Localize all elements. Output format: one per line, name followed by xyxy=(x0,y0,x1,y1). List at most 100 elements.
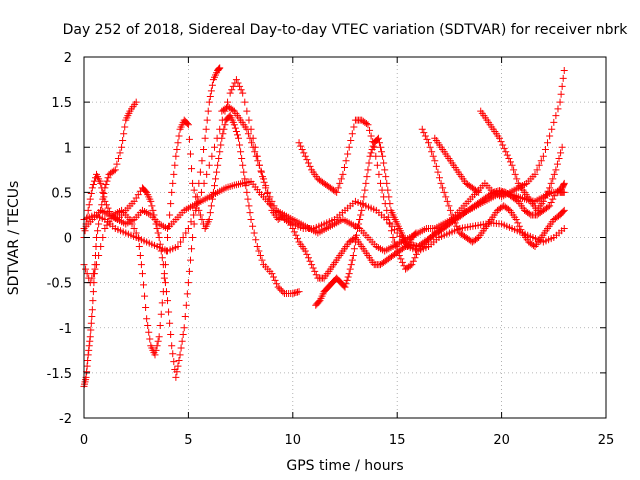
data-point xyxy=(337,175,345,183)
data-point xyxy=(300,149,308,157)
data-point xyxy=(206,92,214,100)
data-point xyxy=(276,285,284,293)
data-point xyxy=(432,162,440,170)
data-point xyxy=(369,142,377,150)
data-point xyxy=(506,158,514,166)
data-point xyxy=(161,261,169,269)
data-point xyxy=(442,193,450,201)
data-point xyxy=(301,152,309,160)
data-point xyxy=(174,243,182,251)
data-point xyxy=(87,190,95,198)
data-point xyxy=(232,76,240,84)
data-point xyxy=(95,220,103,228)
series-arc-10 xyxy=(431,134,483,196)
data-point xyxy=(257,167,265,175)
x-tick-label: 10 xyxy=(285,433,302,448)
data-point xyxy=(205,215,213,223)
data-point xyxy=(243,107,251,115)
data-point xyxy=(559,74,567,82)
data-point xyxy=(207,87,215,95)
data-point xyxy=(176,351,184,359)
data-point xyxy=(84,356,92,364)
data-point xyxy=(546,132,554,140)
y-tick-label: 1.5 xyxy=(51,96,72,111)
data-point xyxy=(398,258,406,266)
data-point xyxy=(218,116,226,124)
data-point xyxy=(550,170,558,178)
data-point xyxy=(334,184,342,192)
data-point xyxy=(171,161,179,169)
y-tick-label: 0 xyxy=(64,232,72,247)
data-point xyxy=(144,321,152,329)
data-point xyxy=(512,215,520,223)
data-point xyxy=(354,224,362,232)
data-point xyxy=(257,168,265,176)
data-point xyxy=(373,161,381,169)
data-point xyxy=(376,143,384,151)
data-point xyxy=(453,222,461,230)
tick-layer: 0 5 10 15 20 25 -2 -1.5 -1 -0.5 0 0.5 1 1.5 2 xyxy=(47,51,615,448)
data-point xyxy=(145,328,153,336)
data-point xyxy=(277,286,285,294)
data-point xyxy=(434,168,442,176)
data-point xyxy=(500,144,508,152)
data-point xyxy=(93,261,101,269)
data-point xyxy=(216,64,224,72)
data-point xyxy=(153,342,161,350)
data-point xyxy=(544,203,552,211)
data-point xyxy=(555,155,563,163)
data-point xyxy=(196,168,204,176)
data-point xyxy=(190,186,198,194)
data-point xyxy=(350,123,358,131)
data-point xyxy=(249,222,257,230)
data-points-layer xyxy=(80,64,568,390)
data-point xyxy=(89,297,97,305)
data-point xyxy=(228,86,236,94)
data-point xyxy=(560,224,568,232)
data-point xyxy=(389,234,397,241)
data-point xyxy=(201,134,209,142)
data-point xyxy=(88,306,96,314)
data-point xyxy=(158,299,166,307)
data-point xyxy=(259,173,267,181)
data-point xyxy=(265,195,273,203)
data-point xyxy=(203,170,211,178)
data-point xyxy=(226,89,234,97)
data-point xyxy=(244,130,252,138)
data-point xyxy=(248,139,256,147)
data-point xyxy=(428,148,436,156)
data-point xyxy=(200,179,208,187)
data-point xyxy=(217,141,225,149)
data-point xyxy=(241,98,249,106)
data-point xyxy=(451,219,459,227)
data-point xyxy=(246,134,254,142)
data-point xyxy=(97,179,105,187)
data-point xyxy=(173,368,181,376)
data-point xyxy=(157,310,165,318)
data-point xyxy=(346,265,354,273)
data-point xyxy=(174,362,182,370)
data-point xyxy=(114,155,122,163)
data-point xyxy=(387,227,395,235)
data-point xyxy=(515,222,523,230)
data-point xyxy=(448,211,456,219)
data-point xyxy=(367,132,375,140)
data-point xyxy=(374,134,382,142)
data-point xyxy=(159,288,167,296)
data-point xyxy=(166,319,174,327)
data-point xyxy=(234,79,242,87)
y-tick-label: -2 xyxy=(59,412,72,427)
data-point xyxy=(212,175,220,183)
data-point xyxy=(375,170,383,178)
data-point xyxy=(130,224,138,232)
data-point xyxy=(221,121,229,129)
data-point xyxy=(304,159,312,167)
data-point xyxy=(161,279,169,287)
data-point xyxy=(502,148,510,156)
data-point xyxy=(413,250,421,258)
data-point xyxy=(560,179,568,187)
data-point xyxy=(379,152,387,160)
data-point xyxy=(274,283,282,291)
data-point xyxy=(211,143,218,151)
data-point xyxy=(89,270,97,278)
